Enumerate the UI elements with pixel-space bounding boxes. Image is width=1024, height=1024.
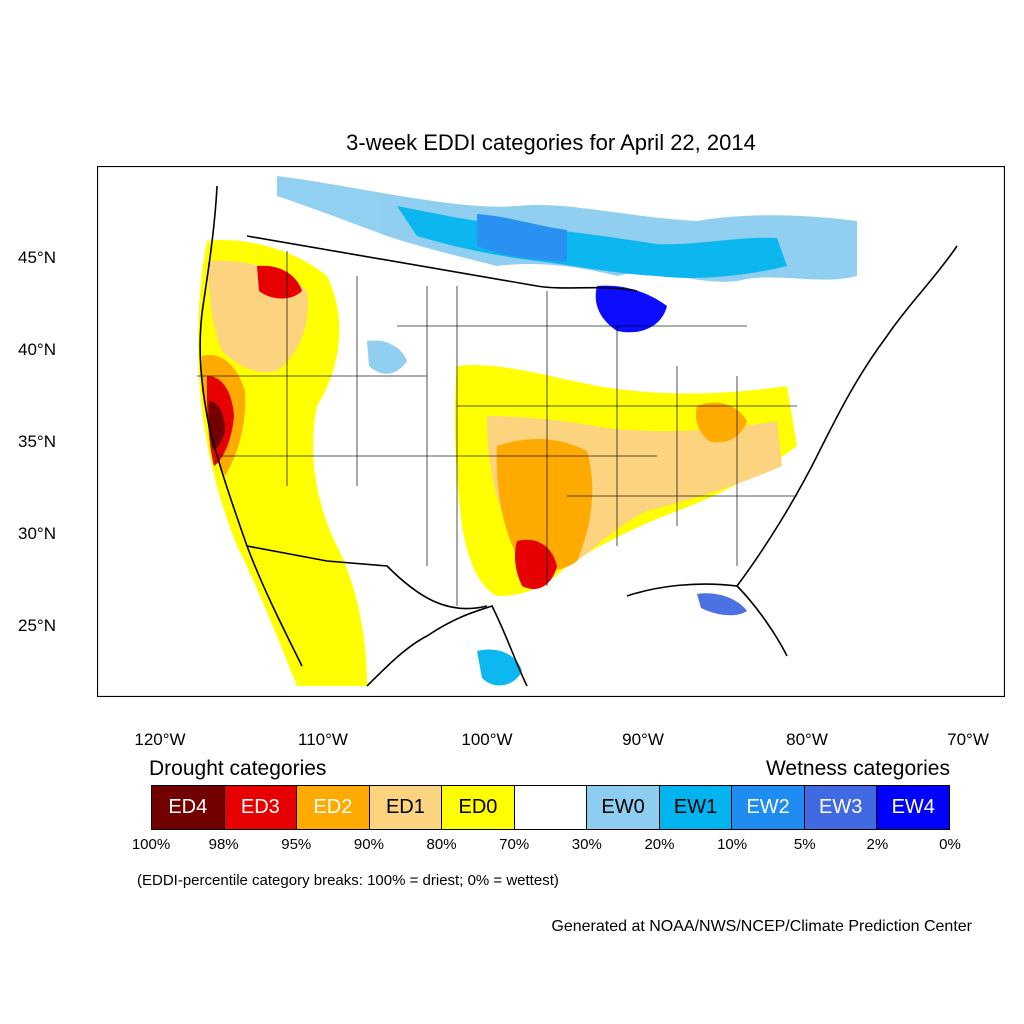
mexico-border	[246, 545, 488, 610]
lon-label-90: 90°W	[622, 730, 664, 749]
drought-regions	[198, 240, 797, 686]
drought-region-ohio-ed2	[695, 402, 747, 443]
lon-label-120: 120°W	[134, 730, 186, 749]
drought-region-tx-ed3	[514, 539, 557, 590]
wet-region-florida-coast	[697, 593, 747, 616]
legend-box-ew4: EW4	[877, 786, 950, 829]
legend-box-ed0: ED0	[442, 786, 515, 829]
percentile-label: 98%	[208, 836, 239, 853]
lat-label-30: 30°N	[18, 524, 56, 543]
lat-label-25: 25°N	[18, 616, 56, 635]
map-frame	[97, 166, 1005, 697]
percentile-label: 95%	[281, 836, 312, 853]
legend-box-ed1: ED1	[369, 786, 443, 829]
drought-region-ca-ed4	[208, 401, 225, 449]
legend-box-ed3: ED3	[224, 786, 298, 829]
legend-box-ew2: EW2	[732, 786, 805, 829]
map-border	[97, 166, 1005, 697]
lat-label-35: 35°N	[18, 432, 56, 451]
wet-region-mn	[477, 214, 567, 262]
map-title: 3-week EDDI categories for April 22, 201…	[346, 130, 756, 155]
state-lines	[197, 251, 797, 606]
percentile-label: 90%	[353, 836, 384, 853]
drought-region-plains-ed2	[496, 439, 593, 571]
borders	[199, 185, 958, 687]
wet-region-gulf	[477, 649, 522, 686]
legend-box-ew3: EW3	[804, 786, 878, 829]
wetness-regions	[277, 176, 857, 686]
lon-label-70: 70°W	[947, 730, 989, 749]
lon-label-110: 110°W	[298, 730, 348, 749]
wetness-categories-heading: Wetness categories	[765, 757, 950, 780]
canada-border	[246, 235, 638, 292]
legend-bar: ED4 ED3 ED2 ED1 ED0 EW0 EW1 EW2 EW3 EW4	[151, 785, 950, 830]
percentile-label: 30%	[571, 836, 602, 853]
percentile-label: 20%	[644, 836, 675, 853]
percentile-label: 100%	[131, 836, 171, 853]
percentile-label: 5%	[793, 836, 816, 853]
coastline	[199, 185, 958, 687]
legend-box-normal	[514, 786, 588, 829]
lon-label-100: 100°W	[461, 730, 513, 749]
legend-box-ew0: EW0	[587, 786, 660, 829]
legend-box-ed2: ED2	[297, 786, 370, 829]
legend-box-ew1: EW1	[659, 786, 733, 829]
drought-categories-heading: Drought categories	[149, 757, 327, 780]
percentile-label: 10%	[717, 836, 748, 853]
lat-label-45: 45°N	[18, 248, 56, 267]
wet-region-michigan	[595, 285, 667, 333]
percentile-label: 0%	[939, 836, 961, 853]
lat-label-40: 40°N	[18, 340, 56, 359]
lon-label-80: 80°W	[786, 730, 828, 749]
wet-region-rockies	[367, 340, 407, 374]
percentile-label: 2%	[866, 836, 889, 853]
percentile-label: 80%	[426, 836, 457, 853]
legend-box-ed4: ED4	[152, 786, 225, 829]
footnote: (EDDI-percentile category breaks: 100% =…	[137, 872, 559, 889]
drought-region-or-ed3	[257, 265, 302, 299]
credit-line: Generated at NOAA/NWS/NCEP/Climate Predi…	[551, 918, 972, 935]
percentile-label: 70%	[499, 836, 530, 853]
